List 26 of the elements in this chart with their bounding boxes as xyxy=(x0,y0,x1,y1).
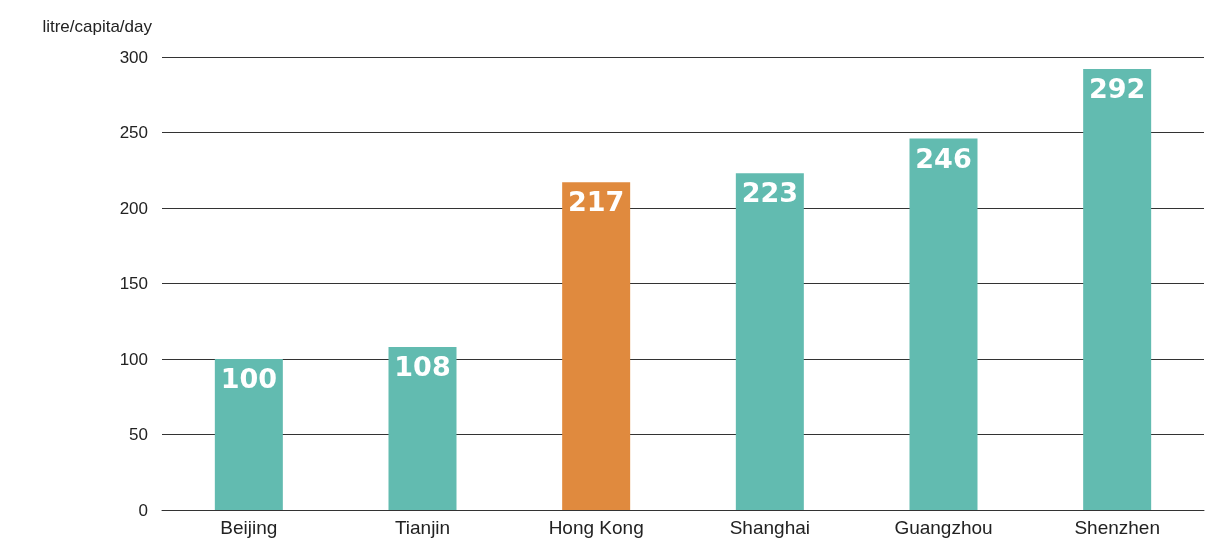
bar xyxy=(735,173,804,510)
x-tick-label: Beijing xyxy=(220,517,278,538)
bar xyxy=(909,138,978,510)
bar xyxy=(388,346,457,510)
y-tick-label: 200 xyxy=(119,198,148,218)
x-tick-label: Tianjin xyxy=(394,517,451,538)
bar xyxy=(562,182,631,510)
y-axis-title: litre/capita/day xyxy=(42,17,153,36)
data-label: 100 xyxy=(220,363,278,394)
bar xyxy=(1083,69,1152,510)
data-label: 246 xyxy=(915,142,972,174)
data-label: 217 xyxy=(567,186,625,218)
y-tick-label: 0 xyxy=(138,500,148,520)
x-tick-label: Hong Kong xyxy=(548,517,644,538)
y-tick-label: 150 xyxy=(119,274,148,293)
y-tick-label: 50 xyxy=(129,425,148,444)
x-tick-label: Guangzhou xyxy=(894,517,993,538)
y-tick-label: 100 xyxy=(119,349,148,369)
y-tick-label: 250 xyxy=(119,123,148,142)
data-label: 223 xyxy=(741,177,799,209)
data-label: 108 xyxy=(394,350,451,382)
data-label: 292 xyxy=(1088,73,1146,105)
x-tick-label: Shanghai xyxy=(729,517,810,538)
y-tick-label: 300 xyxy=(119,47,148,67)
bar xyxy=(214,359,283,510)
x-tick-label: Shenzhen xyxy=(1074,517,1160,538)
